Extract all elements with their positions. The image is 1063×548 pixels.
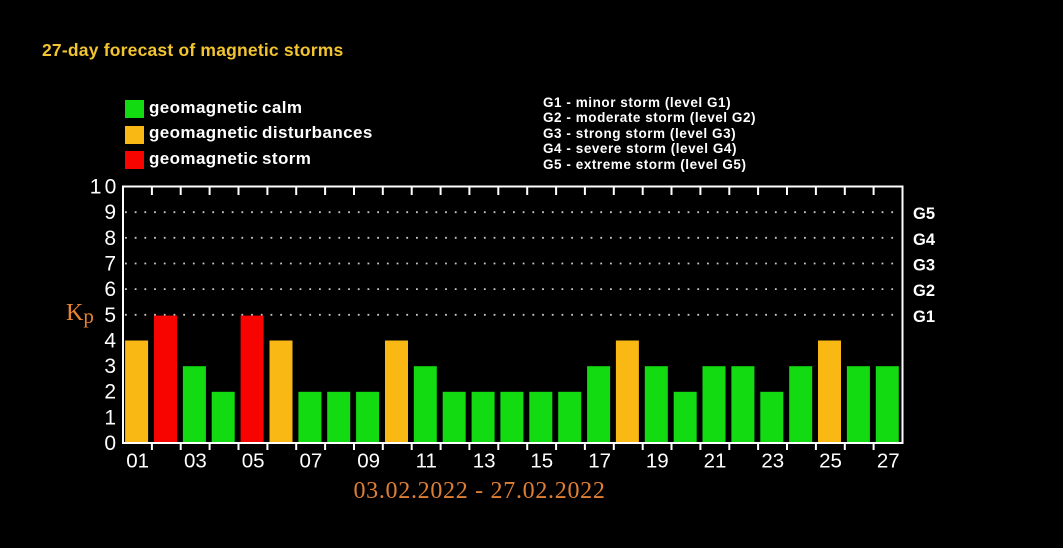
svg-text:8: 8 xyxy=(104,227,116,250)
svg-text:4: 4 xyxy=(104,329,116,352)
svg-text:03: 03 xyxy=(184,450,207,473)
svg-text:5: 5 xyxy=(104,304,116,327)
svg-text:G5: G5 xyxy=(913,205,935,223)
svg-text:09: 09 xyxy=(357,450,380,473)
svg-text:01: 01 xyxy=(126,450,149,473)
svg-text:23: 23 xyxy=(761,450,784,473)
svg-text:05: 05 xyxy=(242,450,265,473)
svg-text:G4: G4 xyxy=(913,231,936,249)
svg-text:10: 10 xyxy=(90,176,120,199)
svg-text:07: 07 xyxy=(299,450,322,473)
svg-text:G2: G2 xyxy=(913,282,935,300)
svg-text:2: 2 xyxy=(104,381,116,404)
svg-text:0: 0 xyxy=(104,432,116,455)
svg-text:27: 27 xyxy=(877,450,900,473)
svg-text:G3: G3 xyxy=(913,257,935,275)
svg-text:15: 15 xyxy=(530,450,553,473)
svg-text:19: 19 xyxy=(646,450,669,473)
svg-text:1: 1 xyxy=(104,406,116,429)
svg-text:Kp: Kp xyxy=(66,300,94,328)
svg-text:6: 6 xyxy=(104,278,116,301)
svg-text:7: 7 xyxy=(104,253,116,276)
svg-text:13: 13 xyxy=(473,450,496,473)
svg-text:3: 3 xyxy=(104,355,116,378)
svg-text:9: 9 xyxy=(104,201,116,224)
svg-text:G1: G1 xyxy=(913,308,935,326)
svg-text:21: 21 xyxy=(704,450,727,473)
svg-text:25: 25 xyxy=(819,450,842,473)
svg-text:11: 11 xyxy=(416,450,437,473)
svg-text:17: 17 xyxy=(588,450,611,473)
